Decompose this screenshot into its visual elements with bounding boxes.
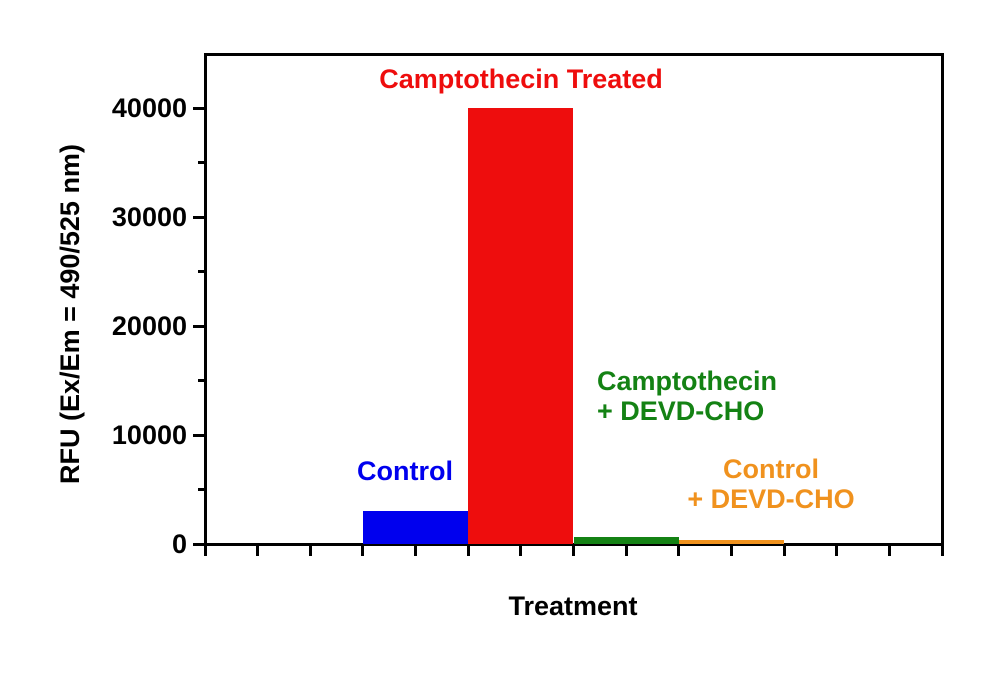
annotation-camptothecin-devd-cho: Camptothecin + DEVD-CHO bbox=[597, 366, 777, 426]
bar-camptothecin-devd-cho bbox=[573, 537, 679, 544]
bar-control-devd-cho bbox=[678, 539, 785, 544]
x-tick-mark bbox=[624, 544, 628, 556]
annotation-control: Control bbox=[305, 456, 505, 486]
y-minor-tick-mark bbox=[198, 488, 205, 492]
x-tick-mark bbox=[677, 544, 681, 556]
x-tick-mark bbox=[414, 544, 418, 556]
annotation-control-devd-cho-line2: + DEVD-CHO bbox=[687, 484, 855, 514]
x-tick-mark bbox=[361, 544, 365, 556]
bar-control bbox=[362, 511, 469, 544]
x-tick-mark bbox=[256, 544, 260, 556]
annotation-camptothecin-devd-cho-line2: + DEVD-CHO bbox=[597, 396, 765, 426]
annotation-control-devd-cho: Control + DEVD-CHO bbox=[671, 454, 871, 514]
y-major-tick-mark bbox=[193, 324, 205, 328]
x-tick-mark bbox=[835, 544, 839, 556]
y-major-tick-mark bbox=[193, 433, 205, 437]
x-axis-title: Treatment bbox=[508, 591, 638, 621]
y-major-tick-mark bbox=[193, 542, 205, 546]
x-tick-mark bbox=[782, 544, 786, 556]
x-tick-mark bbox=[940, 544, 944, 556]
y-tick-label: 30000 bbox=[111, 202, 187, 233]
y-tick-label: 0 bbox=[171, 529, 187, 559]
x-tick-mark bbox=[887, 544, 891, 556]
x-tick-mark bbox=[729, 544, 733, 556]
bar-camptothecin-treated bbox=[468, 108, 574, 544]
x-tick-mark bbox=[519, 544, 523, 556]
y-tick-label: 10000 bbox=[111, 420, 187, 451]
y-major-tick-mark bbox=[193, 215, 205, 219]
x-tick-mark bbox=[572, 544, 575, 556]
annotation-control-devd-cho-line1: Control bbox=[723, 454, 819, 484]
y-minor-tick-mark bbox=[198, 161, 205, 165]
annotation-camptothecin-treated: Camptothecin Treated bbox=[371, 64, 671, 94]
x-tick-mark bbox=[203, 544, 207, 556]
x-tick-mark bbox=[308, 544, 312, 556]
annotation-camptothecin-devd-cho-line1: Camptothecin bbox=[597, 366, 778, 396]
y-minor-tick-mark bbox=[198, 270, 205, 274]
annotation-camptothecin-treated-line1: Camptothecin Treated bbox=[379, 64, 663, 94]
annotation-control-line1: Control bbox=[357, 456, 453, 486]
y-major-tick-mark bbox=[193, 106, 205, 110]
y-tick-label: 40000 bbox=[111, 93, 187, 124]
x-tick-mark bbox=[466, 544, 470, 556]
y-tick-label: 20000 bbox=[111, 311, 187, 342]
y-minor-tick-mark bbox=[198, 379, 205, 383]
